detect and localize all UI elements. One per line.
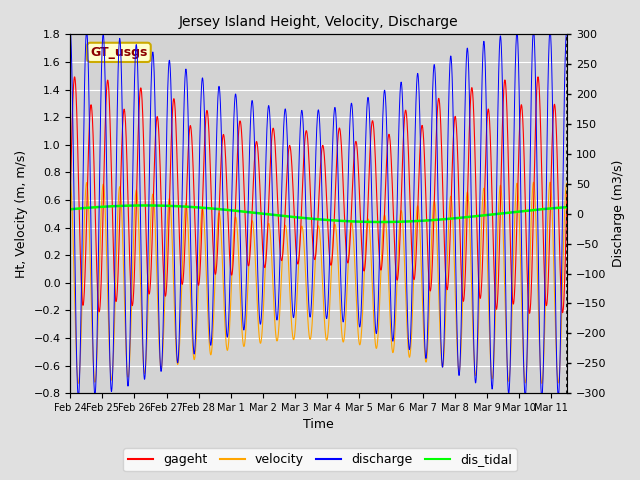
gageht bbox=[534, 74, 542, 80]
Title: Jersey Island Height, Velocity, Discharge: Jersey Island Height, Velocity, Discharg… bbox=[179, 15, 458, 29]
Text: GT_usgs: GT_usgs bbox=[90, 46, 148, 59]
velocity bbox=[278, 255, 286, 261]
gageht bbox=[525, 311, 533, 316]
dis_tidal bbox=[257, 211, 265, 216]
gageht bbox=[500, 89, 508, 95]
discharge bbox=[123, 372, 131, 377]
velocity bbox=[554, 374, 561, 380]
dis_tidal bbox=[377, 219, 385, 225]
dis_tidal bbox=[554, 205, 561, 211]
Line: discharge: discharge bbox=[70, 30, 567, 397]
dis_tidal bbox=[278, 213, 286, 219]
gageht bbox=[257, 206, 264, 212]
gageht bbox=[278, 255, 286, 261]
Line: dis_tidal: dis_tidal bbox=[70, 205, 567, 222]
Line: gageht: gageht bbox=[70, 77, 567, 313]
discharge bbox=[530, 27, 538, 33]
velocity bbox=[530, 180, 538, 185]
Y-axis label: Ht, Velocity (m, m/s): Ht, Velocity (m, m/s) bbox=[15, 150, 28, 278]
Legend: gageht, velocity, discharge, dis_tidal: gageht, velocity, discharge, dis_tidal bbox=[123, 448, 517, 471]
discharge bbox=[563, 31, 571, 36]
velocity bbox=[563, 181, 571, 187]
discharge bbox=[554, 384, 561, 390]
gageht bbox=[67, 190, 74, 196]
X-axis label: Time: Time bbox=[303, 419, 334, 432]
velocity bbox=[538, 381, 545, 386]
discharge bbox=[500, 153, 508, 159]
velocity bbox=[153, 262, 161, 268]
dis_tidal bbox=[67, 206, 74, 212]
velocity bbox=[123, 367, 131, 373]
gageht bbox=[123, 161, 131, 167]
gageht bbox=[153, 117, 161, 123]
dis_tidal bbox=[500, 210, 508, 216]
discharge bbox=[278, 164, 286, 170]
dis_tidal bbox=[563, 204, 571, 210]
discharge bbox=[153, 182, 161, 188]
dis_tidal bbox=[123, 203, 131, 209]
velocity bbox=[67, 180, 74, 185]
discharge bbox=[67, 28, 74, 34]
Line: velocity: velocity bbox=[70, 182, 567, 384]
velocity bbox=[500, 246, 508, 252]
gageht bbox=[563, 191, 571, 196]
discharge bbox=[257, 320, 264, 326]
velocity bbox=[257, 340, 264, 346]
dis_tidal bbox=[153, 203, 161, 208]
discharge bbox=[538, 395, 545, 400]
gageht bbox=[554, 164, 561, 170]
dis_tidal bbox=[141, 203, 149, 208]
Y-axis label: Discharge (m3/s): Discharge (m3/s) bbox=[612, 160, 625, 267]
